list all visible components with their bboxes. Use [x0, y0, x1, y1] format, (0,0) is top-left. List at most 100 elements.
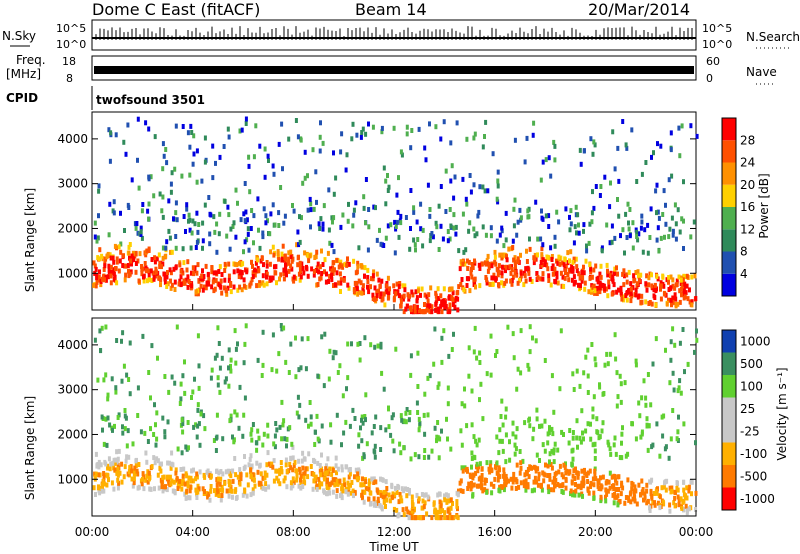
power-cell	[434, 124, 438, 130]
velocity-cell	[114, 385, 118, 391]
power-cell	[664, 221, 668, 227]
power-cell	[662, 188, 666, 194]
power-cell	[423, 292, 427, 298]
power-cell	[507, 246, 511, 252]
power-cell	[611, 278, 615, 284]
power-cbar-tick-label: 4	[740, 267, 748, 281]
velocity-cell	[170, 461, 174, 467]
power-cell	[461, 261, 465, 267]
velocity-cell	[217, 493, 221, 498]
power-cell	[181, 246, 185, 252]
power-cell	[553, 143, 557, 149]
power-cell	[150, 278, 154, 283]
power-cell	[284, 256, 288, 262]
velocity-cell	[169, 465, 173, 471]
velocity-cell	[668, 502, 672, 508]
power-cell	[443, 304, 447, 310]
velocity-cell	[396, 483, 400, 489]
power-cell	[170, 249, 174, 255]
power-cell	[682, 273, 686, 279]
velocity-cell	[167, 480, 171, 486]
velocity-cell	[494, 353, 497, 358]
power-cell	[384, 201, 388, 207]
power-cell	[403, 283, 407, 289]
power-cell	[320, 248, 323, 254]
velocity-cell	[136, 471, 140, 477]
power-cell	[515, 232, 519, 238]
velocity-cell	[560, 483, 564, 489]
velocity-cell	[395, 507, 399, 513]
velocity-cell	[220, 484, 224, 490]
velocity-cell	[483, 487, 487, 493]
power-cell	[622, 268, 626, 274]
power-cell	[204, 263, 208, 269]
velocity-cell	[524, 483, 528, 489]
power-cell	[508, 264, 512, 270]
power-cell	[210, 265, 214, 270]
power-cell	[505, 257, 509, 263]
power-cell	[512, 257, 516, 263]
velocity-cell	[442, 328, 446, 334]
power-cell	[511, 238, 515, 244]
velocity-cell	[161, 488, 165, 494]
power-cell	[153, 134, 157, 140]
velocity-cell	[564, 485, 568, 491]
velocity-cell	[334, 350, 338, 356]
velocity-cell	[261, 442, 265, 448]
power-cell	[575, 264, 579, 270]
velocity-cell	[288, 461, 292, 467]
velocity-cell	[280, 469, 284, 475]
power-cell	[570, 277, 574, 283]
velocity-cell	[577, 483, 581, 489]
power-cell	[352, 258, 356, 264]
velocity-cell	[650, 444, 654, 450]
velocity-cell	[479, 381, 483, 387]
power-cell	[401, 296, 405, 302]
velocity-cell	[302, 471, 306, 477]
power-cell	[332, 191, 336, 197]
velocity-cell	[424, 492, 428, 498]
velocity-cell	[669, 339, 673, 345]
velocity-cell	[307, 451, 311, 457]
velocity-cell	[98, 328, 102, 334]
power-cell	[500, 228, 504, 234]
power-cell	[500, 270, 504, 276]
velocity-cell	[102, 471, 106, 476]
velocity-cell	[227, 478, 231, 484]
velocity-cell	[128, 465, 132, 471]
velocity-cell	[583, 470, 587, 476]
velocity-cell	[664, 347, 667, 353]
velocity-cell	[244, 323, 248, 329]
power-cell	[292, 274, 296, 280]
velocity-cell	[398, 491, 402, 497]
velocity-cell	[600, 428, 604, 434]
power-cell	[129, 258, 133, 264]
time-tick-label: 04:00	[175, 525, 210, 539]
velocity-cell	[418, 420, 422, 426]
power-cell	[607, 279, 611, 285]
velocity-cell	[291, 455, 295, 461]
velocity-cell	[257, 480, 261, 486]
velocity-cell	[340, 495, 344, 501]
velocity-cell	[564, 461, 567, 467]
power-cell	[401, 283, 405, 289]
velocity-cbar-tick-label: 500	[740, 357, 763, 371]
velocity-cell	[499, 414, 503, 419]
velocity-cell	[402, 418, 406, 424]
power-cell	[199, 283, 203, 289]
velocity-cell	[422, 504, 426, 510]
power-cell	[411, 292, 415, 298]
velocity-cell	[556, 447, 560, 453]
power-cell	[545, 254, 549, 260]
velocity-cell	[450, 347, 454, 352]
velocity-cell	[463, 386, 466, 392]
power-cell	[598, 271, 602, 277]
power-cell	[101, 276, 104, 282]
velocity-cell	[334, 463, 338, 469]
velocity-cell	[193, 376, 196, 382]
power-cell	[400, 152, 404, 158]
velocity-cell	[685, 485, 689, 491]
power-cell	[178, 262, 182, 268]
velocity-cell	[256, 469, 260, 475]
power-cell	[459, 282, 463, 287]
